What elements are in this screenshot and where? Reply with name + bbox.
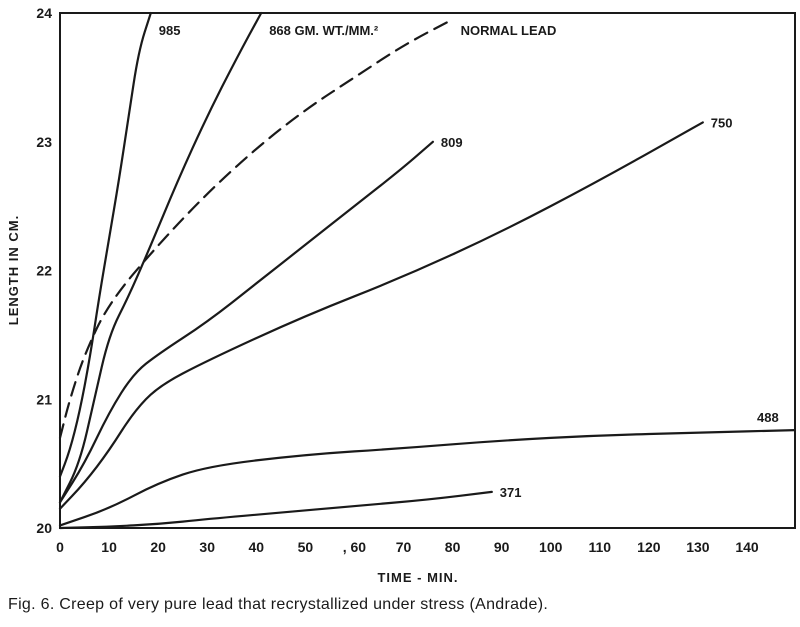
x-tick-label: 100: [539, 539, 563, 555]
x-tick-label: 90: [494, 539, 510, 555]
x-tick-label: 130: [686, 539, 710, 555]
series-label-4: 750: [711, 115, 733, 130]
y-tick-label: 20: [36, 520, 52, 536]
series-labels: 985 868 GM. WT./MM.² NORMAL LEAD 809 750 488 3…: [159, 23, 779, 500]
x-axis-ticks: 0 10 20 30 40 50 , 60 70 80 90 100 110 120 130 140: [56, 539, 759, 555]
series-label-0: 985: [159, 23, 181, 38]
series-line-6: [58, 490, 493, 530]
series-group: [58, 11, 797, 530]
series-line-5: [58, 429, 797, 527]
y-axis-ticks: 20 21 22 23 24: [36, 5, 52, 536]
x-tick-label: 40: [248, 539, 264, 555]
x-tick-label: 110: [588, 539, 611, 555]
y-axis-title: LENGTH IN CM.: [6, 215, 21, 326]
x-tick-label: 120: [637, 539, 661, 555]
series-label-3: 809: [441, 135, 463, 150]
series-line-4: [58, 121, 704, 510]
x-tick-label: 30: [199, 539, 215, 555]
x-tick-label: 20: [150, 539, 166, 555]
y-tick-label: 21: [36, 391, 52, 407]
x-tick-label: 70: [396, 539, 412, 555]
x-tick-label: 80: [445, 539, 461, 555]
x-tick-label: 50: [298, 539, 314, 555]
series-line-1: [58, 11, 263, 504]
x-tick-label: 10: [101, 539, 117, 555]
series-label-5: 488: [757, 410, 779, 425]
x-tick-label: 0: [56, 539, 64, 555]
series-line-2: [58, 18, 454, 439]
y-tick-label: 24: [36, 5, 52, 21]
series-line-0: [58, 11, 152, 478]
series-line-3: [58, 140, 434, 504]
series-label-2: NORMAL LEAD: [461, 23, 557, 38]
y-tick-label: 22: [36, 263, 52, 279]
figure-caption: Fig. 6. Creep of very pure lead that rec…: [8, 596, 549, 613]
series-label-6: 371: [500, 485, 522, 500]
series-label-1: 868 GM. WT./MM.²: [269, 23, 379, 38]
x-tick-label: , 60: [343, 539, 367, 555]
x-axis-title: TIME - MIN.: [377, 570, 458, 585]
plot-frame: [59, 12, 796, 529]
y-tick-label: 23: [36, 134, 52, 150]
x-tick-label: 140: [735, 539, 759, 555]
